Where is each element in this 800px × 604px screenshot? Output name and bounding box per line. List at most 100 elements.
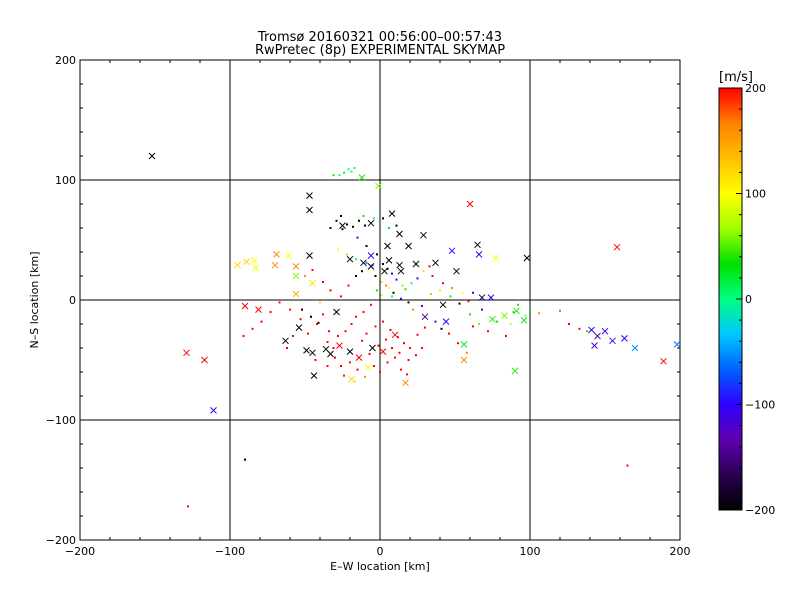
data-point-dot <box>373 217 375 220</box>
data-point-dot <box>421 347 423 349</box>
data-point-dot <box>260 320 263 323</box>
data-point-dot <box>428 265 431 268</box>
colorbar-label: [m/s] <box>719 70 753 85</box>
data-point-dot <box>626 464 629 467</box>
data-point-cross <box>439 301 447 309</box>
cross-stroke <box>369 344 376 352</box>
data-point-dot <box>299 318 302 321</box>
data-point-cross <box>388 210 396 217</box>
data-point-dot <box>361 270 363 273</box>
data-point-dot <box>448 332 450 335</box>
data-point-dot <box>278 301 281 304</box>
data-point-cross <box>432 259 439 267</box>
data-point-cross <box>364 363 372 371</box>
data-point-cross <box>594 332 601 340</box>
cross-stroke <box>487 294 495 301</box>
cross-stroke <box>594 332 601 340</box>
data-point-dot <box>457 342 459 345</box>
data-point-dot <box>365 245 368 247</box>
data-point-cross <box>396 230 403 238</box>
cross-stroke <box>520 317 528 324</box>
cross-stroke <box>397 267 405 275</box>
data-point-dot <box>349 361 351 364</box>
data-point-dot <box>356 236 359 239</box>
cross-stroke <box>243 258 250 265</box>
cross-stroke <box>364 363 372 371</box>
data-point-cross <box>453 267 460 275</box>
data-point-dot <box>370 303 372 306</box>
cross-stroke <box>183 349 190 357</box>
cross-stroke <box>673 341 681 348</box>
data-point-cross <box>367 219 375 227</box>
data-point-dot <box>373 365 375 367</box>
data-point-cross <box>306 252 313 259</box>
data-point-dot <box>350 170 353 173</box>
data-point-dot <box>386 361 389 364</box>
cross-stroke <box>621 335 628 342</box>
data-point-dot <box>466 351 468 354</box>
data-point-dot <box>400 368 402 371</box>
cross-stroke <box>453 267 460 275</box>
data-point-cross <box>358 174 366 181</box>
cross-stroke <box>412 260 420 268</box>
data-point-dot <box>332 347 335 349</box>
data-point-cross <box>601 327 609 335</box>
data-point-dot <box>538 312 540 315</box>
data-point-dot <box>353 380 356 383</box>
data-point-cross <box>460 341 468 348</box>
data-point-dot <box>242 335 245 337</box>
data-point-dot <box>388 227 390 229</box>
cross-stroke <box>252 264 259 271</box>
data-point-dot <box>380 294 383 297</box>
y-tick-label: 0 <box>69 294 76 307</box>
data-point-dot <box>394 356 396 359</box>
data-point-dot <box>356 368 359 371</box>
data-point-cross <box>397 267 405 275</box>
data-point-dot <box>578 327 581 330</box>
data-point-dot <box>362 311 365 313</box>
data-point-dot <box>481 308 483 311</box>
data-point-dot <box>341 228 344 231</box>
cross-stroke <box>501 312 508 319</box>
data-point-dot <box>407 301 410 304</box>
data-point-dot <box>328 330 330 333</box>
data-point-cross <box>396 261 403 269</box>
data-point-cross <box>609 337 616 345</box>
data-point-cross <box>412 260 420 268</box>
data-point-cross <box>148 152 156 160</box>
cross-stroke <box>295 324 303 331</box>
data-point-dot <box>340 215 342 217</box>
data-point-dot <box>316 323 318 325</box>
data-point-dot <box>322 313 324 316</box>
data-point-dot <box>559 309 561 312</box>
data-point-cross <box>255 306 262 313</box>
cross-stroke <box>309 349 316 357</box>
cross-stroke <box>379 348 387 355</box>
cross-stroke <box>309 279 316 287</box>
data-point-dot <box>364 375 366 378</box>
cross-stroke <box>273 251 280 258</box>
data-point-cross <box>241 302 249 310</box>
data-point-cross <box>282 337 289 345</box>
data-point-dot <box>440 327 443 330</box>
data-point-dot <box>400 297 402 300</box>
data-point-cross <box>292 290 300 298</box>
data-point-cross <box>250 257 258 264</box>
x-tick-label: 100 <box>520 545 541 558</box>
data-point-dot <box>382 263 384 265</box>
data-point-dot <box>385 338 387 341</box>
colorbar: 200 100 0 −100 −200 <box>718 82 775 517</box>
data-point-dot <box>292 335 294 337</box>
data-point-dot <box>434 320 437 323</box>
data-point-dot <box>395 278 398 281</box>
data-point-dot <box>412 308 414 311</box>
data-point-dot <box>355 275 357 277</box>
data-point-dot <box>319 301 321 304</box>
data-point-dot <box>409 347 411 349</box>
cross-stroke <box>396 261 403 269</box>
data-point-cross <box>421 313 429 321</box>
data-point-dot <box>343 171 345 174</box>
data-point-dot <box>334 356 336 359</box>
cross-stroke <box>306 206 313 214</box>
cross-stroke <box>346 348 354 355</box>
